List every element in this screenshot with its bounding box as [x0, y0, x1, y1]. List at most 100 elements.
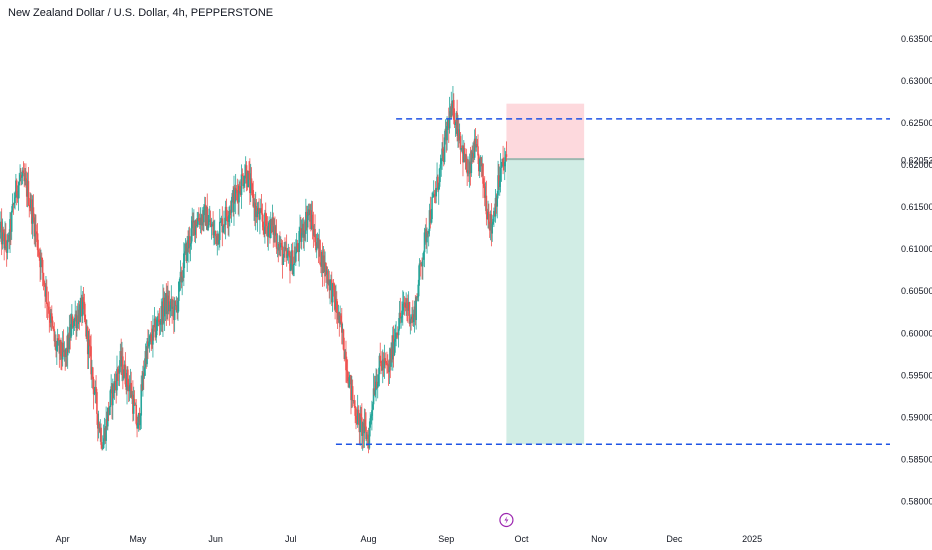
candle-body: [40, 257, 43, 260]
candle-body: [387, 365, 390, 373]
candle-body: [216, 233, 219, 245]
candle-body: [386, 363, 388, 365]
candle-body: [32, 207, 35, 218]
candle-body: [472, 153, 474, 159]
candle-body: [185, 243, 188, 262]
candle-body: [233, 187, 235, 212]
price-axis: 0.63500 0.63000 0.62500 0.62000 0.61500 0.610…: [901, 34, 932, 507]
candle-body: [354, 406, 356, 416]
candle-body: [0, 228, 1, 233]
candle-body: [308, 209, 311, 215]
candle-body: [39, 255, 41, 268]
candle-body: [10, 210, 13, 232]
candle-body: [54, 340, 56, 342]
candle-body: [15, 180, 17, 198]
candle-body: [116, 368, 118, 391]
candle-body: [215, 236, 218, 245]
candle-body: [424, 229, 427, 233]
candle-body: [392, 335, 395, 356]
candle-body: [99, 427, 102, 432]
candle-body: [149, 334, 152, 336]
candle-body: [367, 438, 370, 449]
candle-body: [461, 145, 463, 149]
candle-body: [65, 348, 67, 358]
candle-body: [71, 316, 73, 325]
candle-body: [346, 371, 349, 382]
candle-body: [24, 178, 26, 182]
candle-body: [358, 413, 361, 433]
candle-body: [62, 342, 65, 353]
candle-body: [476, 144, 478, 147]
candle-body: [435, 188, 438, 197]
candle-body: [263, 227, 265, 235]
candle-body: [251, 183, 254, 191]
candle-body: [305, 211, 307, 234]
candle-body: [375, 381, 377, 391]
candle-body: [253, 202, 255, 207]
candle-body: [82, 297, 85, 302]
candle-body: [433, 193, 436, 195]
candle-body: [404, 307, 407, 308]
candle-body: [101, 444, 103, 449]
candle-body: [401, 310, 403, 318]
candle-body: [115, 382, 117, 391]
candle-body: [463, 148, 466, 162]
candle-body: [20, 174, 22, 178]
candle-body: [376, 381, 378, 388]
candle-body: [343, 349, 346, 360]
candle-body: [212, 223, 214, 236]
stop-loss-zone[interactable]: [506, 103, 585, 160]
candle-body: [428, 210, 431, 231]
candle-body: [53, 329, 56, 342]
candle-body: [117, 368, 119, 373]
candle-body: [366, 434, 369, 439]
candle-body: [470, 151, 473, 174]
time-axis: Apr May Jun Jul Aug Sep Oct Nov Dec 2025: [56, 534, 762, 544]
candle-body: [60, 340, 62, 357]
candle-body: [451, 103, 453, 109]
candle-body: [457, 129, 460, 141]
price-tick-label: 0.58000: [901, 496, 932, 506]
candle-body: [297, 248, 300, 252]
candle-body: [172, 306, 174, 309]
candle-body: [335, 298, 338, 313]
lightning-icon[interactable]: [499, 512, 514, 528]
candle-body: [243, 183, 245, 187]
candle-body: [327, 279, 330, 284]
candle-body: [234, 187, 236, 202]
take-profit-zone[interactable]: [506, 159, 585, 445]
candle-body: [25, 180, 28, 197]
candle-body: [294, 256, 296, 262]
price-tick-label: 0.61500: [901, 202, 932, 212]
candle-body: [447, 120, 449, 127]
candle-body: [325, 270, 328, 275]
candle-body: [136, 423, 138, 429]
candle-body: [499, 167, 502, 181]
candle-body: [137, 422, 139, 429]
candle-body: [52, 326, 55, 330]
candle-body: [87, 339, 90, 355]
candle-body: [130, 382, 133, 398]
candle-body: [72, 326, 75, 328]
candle-body: [246, 183, 249, 187]
candle-body: [178, 278, 181, 282]
candle-body: [417, 279, 420, 297]
candle-body: [326, 270, 329, 284]
candle-body: [405, 302, 407, 308]
candle-body: [161, 306, 163, 325]
candle-body: [57, 338, 60, 341]
candle-body: [274, 233, 277, 236]
candle-body: [284, 247, 286, 250]
candle-body: [209, 219, 212, 227]
candle-body: [407, 301, 410, 311]
candle-body: [479, 157, 482, 159]
price-tick-label: 0.63000: [901, 76, 932, 86]
candle-body: [167, 295, 169, 312]
candle-body: [249, 178, 252, 194]
candle-body: [373, 388, 376, 395]
candle-body: [315, 247, 318, 251]
candle-body: [425, 229, 427, 243]
candle-body: [51, 313, 53, 321]
candle-body: [236, 190, 239, 194]
